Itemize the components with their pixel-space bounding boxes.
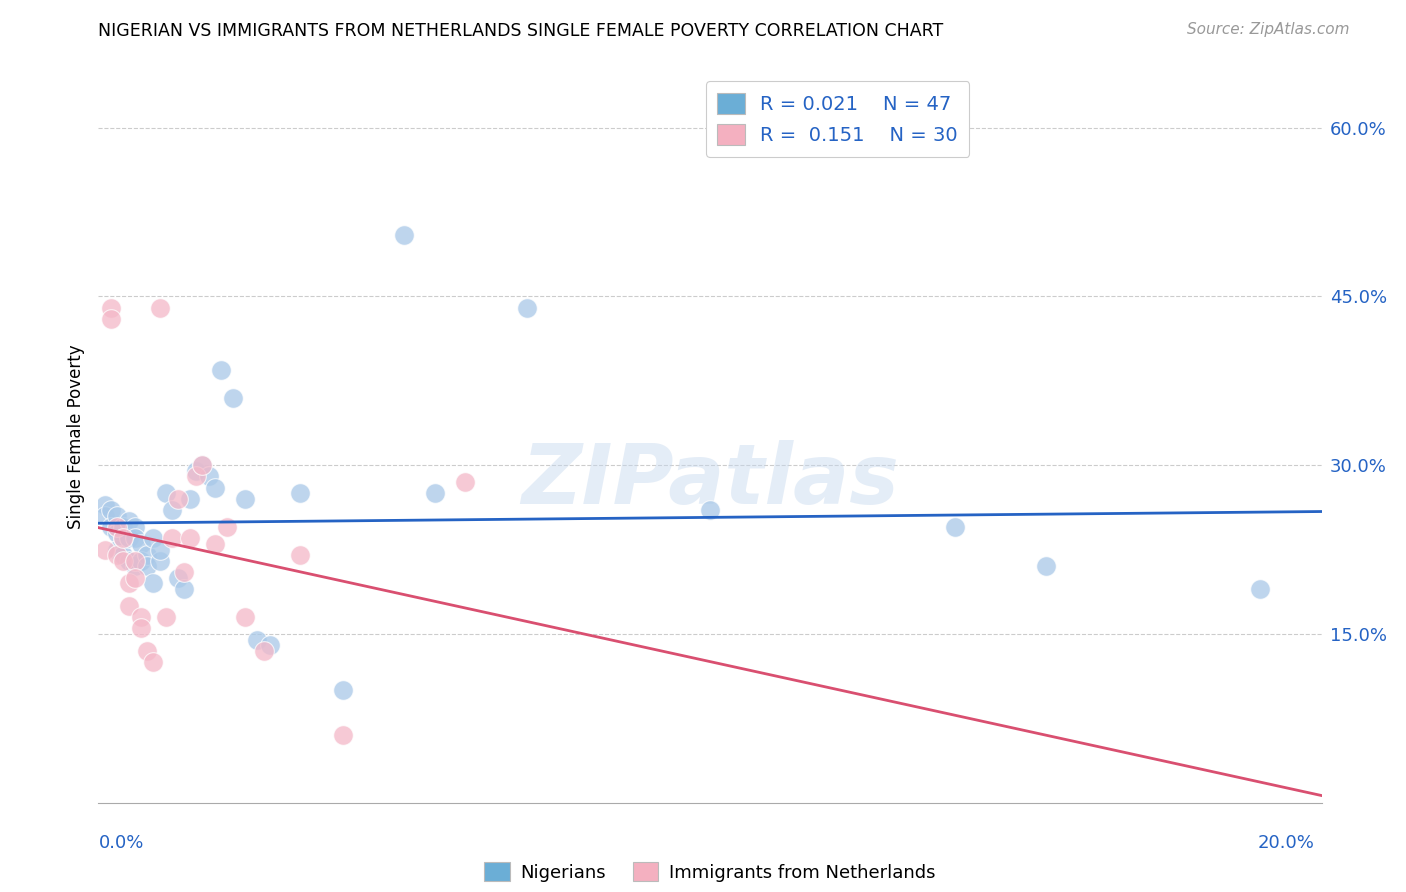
Point: [105, 508, 128, 523]
Point: [423, 486, 446, 500]
Point: [943, 520, 966, 534]
Legend: Nigerians, Immigrants from Netherlands: Nigerians, Immigrants from Netherlands: [477, 855, 943, 888]
Point: [93, 508, 115, 523]
Point: [142, 655, 165, 669]
Point: [149, 301, 172, 315]
Point: [129, 537, 152, 551]
Point: [118, 515, 141, 529]
Y-axis label: Single Female Poverty: Single Female Poverty: [66, 345, 84, 529]
Point: [155, 610, 177, 624]
Point: [118, 576, 141, 591]
Point: [197, 469, 219, 483]
Point: [142, 532, 165, 546]
Point: [124, 532, 146, 546]
Point: [111, 554, 134, 568]
Point: [111, 532, 134, 546]
Point: [155, 486, 177, 500]
Text: ZIPatlas: ZIPatlas: [522, 441, 898, 522]
Text: Source: ZipAtlas.com: Source: ZipAtlas.com: [1187, 22, 1350, 37]
Point: [100, 503, 122, 517]
Text: 0.0%: 0.0%: [98, 834, 143, 852]
Point: [160, 532, 183, 546]
Point: [93, 498, 115, 512]
Point: [290, 486, 312, 500]
Point: [179, 532, 201, 546]
Point: [191, 458, 214, 473]
Text: 20.0%: 20.0%: [1258, 834, 1315, 852]
Point: [290, 548, 312, 562]
Point: [179, 491, 201, 506]
Point: [105, 525, 128, 540]
Point: [699, 503, 721, 517]
Point: [186, 464, 208, 478]
Point: [129, 621, 152, 635]
Point: [167, 491, 190, 506]
Point: [142, 576, 165, 591]
Point: [124, 571, 146, 585]
Point: [332, 728, 354, 742]
Point: [209, 362, 232, 376]
Point: [149, 554, 172, 568]
Point: [118, 554, 141, 568]
Point: [246, 632, 269, 647]
Point: [136, 644, 159, 658]
Point: [124, 554, 146, 568]
Point: [129, 554, 152, 568]
Point: [233, 610, 256, 624]
Point: [149, 542, 172, 557]
Point: [105, 542, 128, 557]
Point: [191, 458, 214, 473]
Point: [233, 491, 256, 506]
Point: [124, 520, 146, 534]
Point: [100, 520, 122, 534]
Point: [259, 638, 281, 652]
Point: [129, 610, 152, 624]
Point: [454, 475, 477, 489]
Point: [186, 469, 208, 483]
Point: [124, 559, 146, 574]
Point: [160, 503, 183, 517]
Point: [111, 532, 134, 546]
Point: [100, 312, 122, 326]
Point: [167, 571, 190, 585]
Point: [111, 520, 134, 534]
Point: [252, 644, 274, 658]
Point: [215, 520, 238, 534]
Point: [111, 548, 134, 562]
Point: [222, 391, 245, 405]
Point: [100, 301, 122, 315]
Point: [136, 548, 159, 562]
Text: NIGERIAN VS IMMIGRANTS FROM NETHERLANDS SINGLE FEMALE POVERTY CORRELATION CHART: NIGERIAN VS IMMIGRANTS FROM NETHERLANDS …: [98, 22, 943, 40]
Point: [1035, 559, 1057, 574]
Point: [516, 301, 538, 315]
Point: [105, 548, 128, 562]
Point: [332, 683, 354, 698]
Point: [204, 481, 226, 495]
Point: [93, 542, 115, 557]
Point: [1249, 582, 1271, 596]
Point: [118, 599, 141, 613]
Point: [105, 520, 128, 534]
Point: [173, 582, 195, 596]
Point: [118, 532, 141, 546]
Point: [392, 227, 416, 242]
Point: [136, 559, 159, 574]
Point: [173, 565, 195, 579]
Point: [204, 537, 226, 551]
